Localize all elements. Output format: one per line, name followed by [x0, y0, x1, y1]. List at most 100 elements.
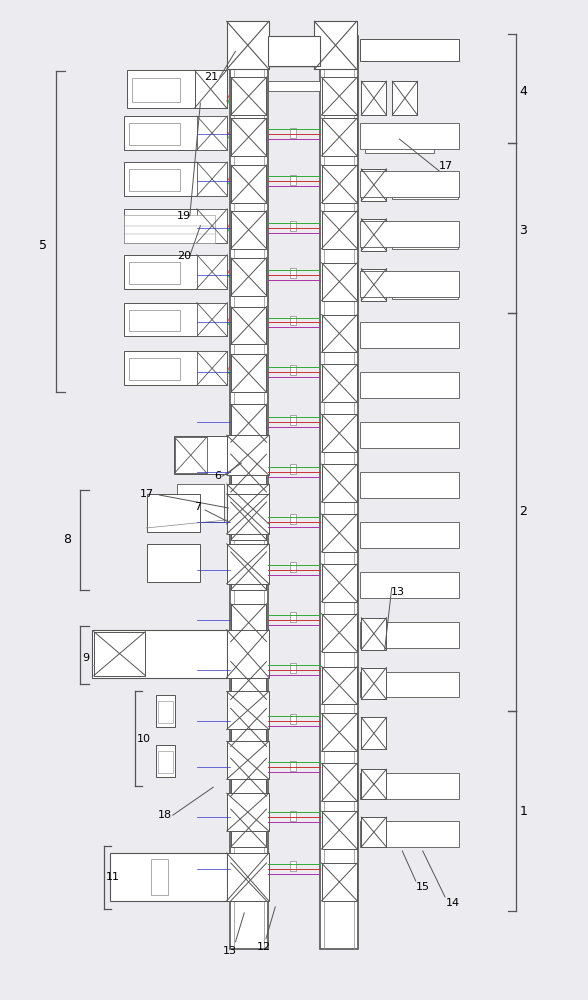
- Bar: [124, 303, 227, 336]
- Bar: [231, 211, 266, 249]
- Bar: [359, 422, 459, 448]
- Bar: [322, 811, 357, 849]
- Bar: [175, 437, 207, 473]
- Bar: [231, 165, 266, 203]
- Bar: [129, 123, 181, 145]
- Bar: [365, 129, 435, 153]
- Bar: [315, 21, 356, 69]
- Bar: [359, 821, 459, 847]
- Bar: [322, 564, 357, 602]
- Bar: [151, 859, 168, 895]
- Text: 13: 13: [390, 587, 405, 597]
- Bar: [290, 663, 296, 673]
- Bar: [290, 464, 296, 474]
- Bar: [129, 310, 181, 331]
- Bar: [322, 165, 357, 203]
- Bar: [231, 454, 266, 492]
- Text: 17: 17: [139, 489, 153, 499]
- Bar: [361, 169, 386, 201]
- Bar: [359, 472, 459, 498]
- Text: 10: 10: [137, 734, 151, 744]
- Bar: [231, 863, 266, 901]
- Text: 13: 13: [223, 946, 236, 956]
- Bar: [127, 70, 227, 108]
- Bar: [361, 817, 386, 847]
- Bar: [322, 763, 357, 801]
- Bar: [197, 303, 228, 336]
- Bar: [227, 544, 269, 584]
- Bar: [290, 128, 296, 138]
- Bar: [129, 262, 181, 284]
- Bar: [322, 211, 357, 249]
- Text: 2: 2: [519, 505, 527, 518]
- Bar: [231, 809, 266, 847]
- Bar: [322, 514, 357, 552]
- Bar: [268, 36, 320, 66]
- Bar: [231, 404, 266, 442]
- Bar: [290, 714, 296, 724]
- Text: 4: 4: [519, 85, 527, 98]
- Bar: [231, 662, 266, 699]
- Bar: [290, 612, 296, 622]
- Bar: [146, 494, 201, 532]
- Bar: [290, 316, 296, 325]
- Bar: [109, 853, 227, 901]
- Bar: [156, 745, 175, 777]
- Bar: [231, 77, 266, 115]
- Bar: [290, 514, 296, 524]
- Bar: [322, 263, 357, 301]
- Text: 3: 3: [519, 224, 527, 237]
- Text: 21: 21: [204, 72, 218, 82]
- Text: 15: 15: [416, 882, 430, 892]
- Bar: [268, 81, 320, 91]
- Bar: [268, 46, 320, 66]
- Bar: [322, 464, 357, 502]
- Bar: [156, 695, 175, 727]
- Bar: [227, 21, 269, 69]
- Bar: [124, 209, 227, 243]
- Text: 11: 11: [106, 872, 119, 882]
- Text: 6: 6: [214, 471, 221, 481]
- Bar: [392, 275, 458, 299]
- Bar: [227, 494, 269, 534]
- Bar: [124, 116, 227, 150]
- Bar: [227, 793, 269, 831]
- Bar: [231, 758, 266, 796]
- Bar: [361, 269, 386, 301]
- Bar: [290, 562, 296, 572]
- Bar: [197, 351, 228, 385]
- Bar: [129, 216, 181, 238]
- Bar: [290, 415, 296, 425]
- Bar: [227, 630, 269, 678]
- Bar: [197, 255, 228, 289]
- Bar: [231, 552, 266, 590]
- Bar: [146, 544, 201, 582]
- Bar: [158, 701, 173, 723]
- Bar: [197, 162, 228, 196]
- Bar: [197, 209, 228, 243]
- Bar: [392, 175, 458, 199]
- Bar: [361, 219, 386, 251]
- Bar: [129, 169, 181, 191]
- Bar: [92, 630, 227, 678]
- Bar: [361, 81, 386, 115]
- Bar: [227, 484, 269, 524]
- Bar: [290, 268, 296, 278]
- Bar: [231, 354, 266, 392]
- Bar: [361, 618, 386, 650]
- Bar: [227, 435, 269, 475]
- Bar: [392, 81, 417, 115]
- Text: 1: 1: [519, 805, 527, 818]
- Text: 7: 7: [195, 502, 202, 512]
- Bar: [361, 717, 386, 749]
- Text: 8: 8: [64, 533, 71, 546]
- Bar: [290, 221, 296, 231]
- Bar: [227, 691, 269, 729]
- Bar: [132, 78, 180, 102]
- Bar: [124, 215, 215, 243]
- Bar: [227, 741, 269, 779]
- Bar: [290, 761, 296, 771]
- Bar: [230, 36, 268, 949]
- Bar: [197, 116, 228, 150]
- Bar: [359, 322, 459, 348]
